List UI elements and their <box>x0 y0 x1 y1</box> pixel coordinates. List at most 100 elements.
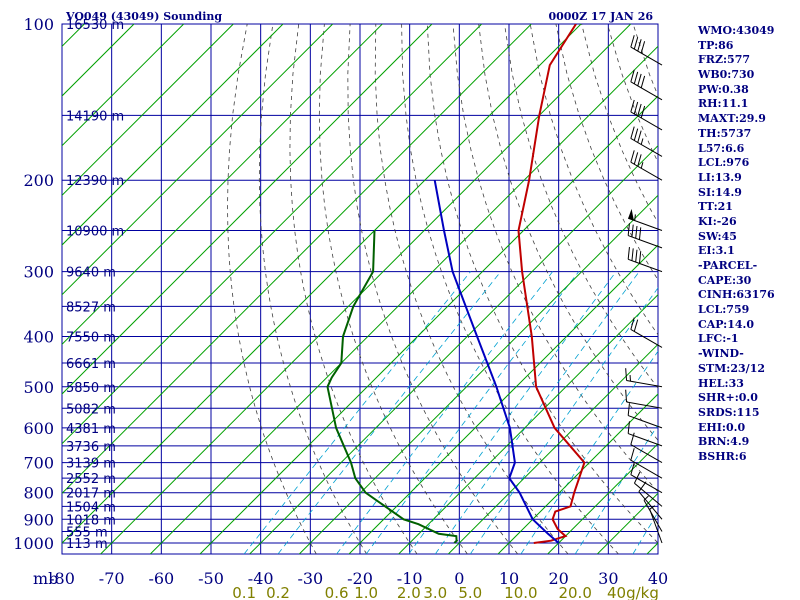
wind-barb-feather <box>630 35 635 48</box>
dewpoint-profile-line <box>326 230 458 544</box>
temperature-tick-label: 10 <box>499 569 519 588</box>
wind-barb <box>630 99 663 131</box>
dry-adiabat-line <box>347 24 519 554</box>
wind-barb-shaft <box>630 459 663 479</box>
index-row: LCL:759 <box>698 303 750 317</box>
wind-barb <box>625 389 663 409</box>
wind-barb-feather <box>637 39 642 52</box>
wind-barb-pennant <box>628 208 634 221</box>
wind-barb-shaft <box>626 380 663 388</box>
wind-barb-feather <box>630 126 635 139</box>
wind-barb-shaft <box>630 329 663 348</box>
mixing-ratio-line <box>243 271 471 554</box>
wind-barb <box>627 403 663 429</box>
pressure-tick-label: 800 <box>23 484 54 503</box>
wind-barb-half-feather <box>634 214 636 221</box>
pressure-tick-label: 900 <box>23 510 54 529</box>
isotherm-line <box>62 24 483 445</box>
mixing-ratio-line <box>469 287 658 554</box>
temperature-tick-label: -50 <box>198 569 224 588</box>
wind-barb-feather <box>630 99 635 113</box>
height-label: 5082 m <box>66 402 116 417</box>
height-label: 2017 m <box>66 487 116 502</box>
wind-barb-feather <box>630 462 635 475</box>
index-row: -WIND- <box>698 347 744 361</box>
wind-barb-shaft <box>638 491 663 520</box>
mixing-ratio-line <box>574 424 658 554</box>
isotherm-line <box>547 442 658 554</box>
wind-barbs <box>625 35 663 544</box>
mixing-ratio-tick-label: 0.6 <box>325 584 349 600</box>
temperature-tick-label: 40 <box>648 569 668 588</box>
wind-barb-feather <box>638 481 647 492</box>
index-row: L57:6.6 <box>698 141 745 155</box>
isotherm-line <box>149 45 658 554</box>
wind-barb-shaft <box>628 235 663 249</box>
index-row: WB0:730 <box>698 68 755 82</box>
stability-indices-panel: WMO:43049 TP:86 FRZ:577 WB0:730 PW:0.38 RH:11… <box>698 24 798 465</box>
dry-adiabat-line <box>478 24 658 441</box>
height-label: 4381 m <box>66 422 116 437</box>
height-label: 14190 m <box>66 109 124 124</box>
mixing-ratio-line <box>365 271 580 554</box>
index-row: TT:21 <box>698 200 733 214</box>
wind-barb-shaft <box>630 138 663 157</box>
height-label: 555 m <box>66 525 108 540</box>
mixing-ratio-tick-label: 20.0 <box>558 584 591 600</box>
wind-barb <box>630 126 663 157</box>
mixing-ratio-tick-label: 40g/kg <box>607 584 659 600</box>
isotherm-line <box>62 24 334 296</box>
wind-barb-feather <box>640 41 646 54</box>
mixing-ratio-tick-label: 0.1 <box>232 584 256 600</box>
mixing-ratio-tick-label: 3.0 <box>423 584 447 600</box>
index-row: MAXT:29.9 <box>698 112 766 126</box>
wind-barb-feather <box>630 69 635 82</box>
grid-layer <box>61 23 659 555</box>
temperature-profile-line <box>517 24 586 544</box>
index-row: PW:0.38 <box>698 82 749 96</box>
wind-barb-feather <box>633 152 639 165</box>
wind-barb-shaft <box>626 401 663 409</box>
height-label: 3139 m <box>66 457 116 472</box>
wind-barb-shaft <box>630 81 663 101</box>
isotherm-line <box>62 24 185 147</box>
pressure-tick-label: 300 <box>23 263 54 282</box>
pressure-tick-labels: 100 200 300 400 500 600 700 800 900 1000 <box>13 15 54 553</box>
wind-barb <box>627 246 663 273</box>
height-label: 9640 m <box>66 266 116 281</box>
wind-barb <box>630 448 663 479</box>
wind-barb <box>625 368 663 388</box>
index-row: TH:5737 <box>698 126 752 140</box>
wind-barb-feather <box>630 317 635 330</box>
isotherm-line <box>62 24 433 395</box>
index-row: SI:14.9 <box>698 185 742 199</box>
wind-barb-feather <box>630 448 635 461</box>
mixing-ratio-line <box>632 511 658 554</box>
temperature-tick-label: 0 <box>454 569 464 588</box>
wind-barb <box>638 481 663 520</box>
isotherm-line <box>62 24 582 544</box>
isotherms <box>62 24 658 554</box>
index-row: LCL:976 <box>698 156 750 170</box>
pressure-tick-label: 700 <box>23 454 54 473</box>
y-axis-unit: mb <box>33 569 58 588</box>
height-label: 3736 m <box>66 440 116 455</box>
wind-barb <box>649 505 663 544</box>
wind-barb-half-feather <box>649 505 656 510</box>
dry-adiabat-line <box>401 24 619 554</box>
wind-barb-feather <box>633 319 639 332</box>
wind-barb-feather <box>630 150 635 163</box>
wind-barb-feather <box>638 251 642 264</box>
chart-time: 0000Z 17 JAN 26 <box>548 10 653 23</box>
wind-barb-half-feather <box>643 495 649 501</box>
mixing-ratio-tick-label: 5.0 <box>458 584 482 600</box>
temperature-tick-labels: -80 -70 -60 -50 -40 -30 -20 -10 0 10 20 30 40 <box>49 569 668 588</box>
wind-barb-feather <box>631 224 634 237</box>
height-labels: 16530 m 14190 m 12390 m 10900 m 9640 m 8527 m… <box>66 18 124 552</box>
index-row: EI:3.1 <box>698 244 735 258</box>
index-row: BRN:4.9 <box>698 435 750 449</box>
isotherm-line <box>447 343 658 554</box>
mixing-ratio-line <box>408 271 617 554</box>
wind-barb-feather <box>640 75 646 88</box>
